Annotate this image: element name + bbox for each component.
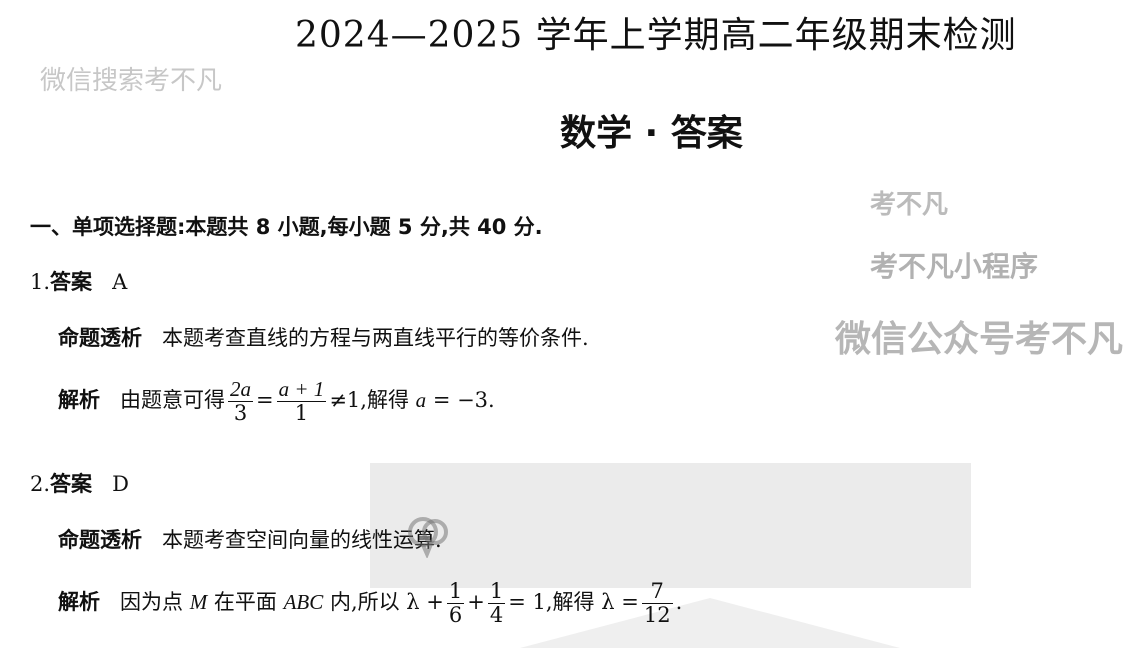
analysis-label: 解析 xyxy=(58,388,100,413)
plus: + xyxy=(467,590,485,615)
answer-value: D xyxy=(112,472,129,496)
page-subtitle: 数学 · 答案 xyxy=(560,113,743,154)
question-number: 2. xyxy=(30,472,51,496)
wechat-icon xyxy=(408,517,448,558)
topic-line-2: 命题透析 本题考查空间向量的线性运算. xyxy=(58,524,442,554)
numerator: 2a xyxy=(230,377,252,401)
page-title: 2024—2025 学年上学期高二年级期末检测 xyxy=(295,15,1017,56)
answer-label: 答案 xyxy=(50,472,93,496)
watermark-band xyxy=(370,463,971,588)
analysis-text: 内,所以 λ + xyxy=(329,590,444,615)
analysis-text: ≠1,解得 xyxy=(329,388,409,413)
numerator: 1 xyxy=(487,579,506,605)
analysis-text: = 1,解得 λ = xyxy=(508,590,639,615)
answer-line-2: 2.答案 D xyxy=(30,468,129,498)
denominator: 12 xyxy=(643,603,671,628)
topic-line-1: 命题透析 本题考查直线的方程与两直线平行的等价条件. xyxy=(58,322,589,352)
analysis-text: 由题意可得 xyxy=(120,388,226,413)
fraction: 2a 3 xyxy=(228,377,254,426)
analysis-text: 在平面 xyxy=(213,590,277,615)
analysis-result: = −3. xyxy=(426,388,495,413)
denominator: 3 xyxy=(233,401,248,426)
watermark-text: 微信公众号考不凡 xyxy=(835,319,1124,360)
topic-text: 本题考查空间向量的线性运算. xyxy=(162,528,442,552)
answer-line-1: 1.答案 A xyxy=(30,266,127,296)
watermark-text: 考不凡 xyxy=(870,190,949,220)
denominator: 1 xyxy=(294,401,309,426)
numerator: 1 xyxy=(446,579,465,605)
denominator: 6 xyxy=(448,603,463,628)
numerator: 7 xyxy=(641,579,673,605)
variable: ABC xyxy=(283,590,324,615)
answer-value: A xyxy=(112,270,128,294)
denominator: 4 xyxy=(489,603,504,628)
analysis-label: 解析 xyxy=(58,590,100,615)
section-heading: 一、单项选择题:本题共 8 小题,每小题 5 分,共 40 分. xyxy=(30,215,543,239)
question-number: 1. xyxy=(30,270,51,294)
analysis-line-2: 解析 因为点 M 在平面 ABC 内,所以 λ +1 6 +1 4 = 1,解得 λ =… xyxy=(58,579,683,628)
variable: a xyxy=(415,388,427,413)
equals: = xyxy=(256,388,274,413)
variable: M xyxy=(189,590,208,615)
analysis-line-1: 解析 由题意可得 2a 3 = a + 1 1 ≠1,解得 a = −3. xyxy=(58,377,495,426)
fraction: 7 12 xyxy=(641,579,673,628)
analysis-text: . xyxy=(675,590,683,615)
topic-text: 本题考查直线的方程与两直线平行的等价条件. xyxy=(162,326,589,350)
answer-label: 答案 xyxy=(50,270,93,294)
analysis-text: 因为点 xyxy=(120,590,184,615)
watermark-shape xyxy=(520,598,900,648)
watermark-text: 微信搜索考不凡 xyxy=(40,66,223,96)
topic-label: 命题透析 xyxy=(58,528,142,552)
numerator: a + 1 xyxy=(278,377,325,401)
topic-label: 命题透析 xyxy=(58,326,142,350)
watermark-text: 考不凡小程序 xyxy=(870,250,1039,283)
